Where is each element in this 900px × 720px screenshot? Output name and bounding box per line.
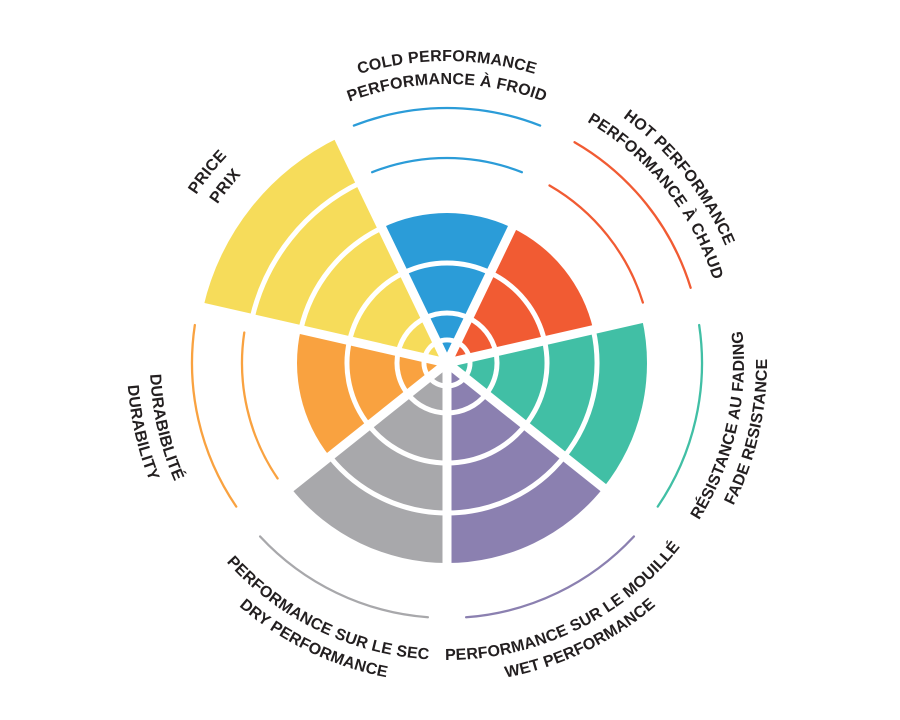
sector-divider-spoke (200, 302, 449, 368)
sector-divider-spoke (247, 359, 450, 524)
unfilled-ring-arc-hot-performance (573, 141, 692, 289)
unfilled-ring-arc-durability (190, 323, 238, 508)
sector-label-en-hot-performance: HOT PERFORMANCE (620, 107, 737, 248)
ring-separator-fade-resistance (523, 340, 550, 427)
ring-separator-hot-performance (489, 270, 547, 342)
unfilled-ring-arc-durability (240, 331, 279, 480)
sector-label-text-fr-cold-performance: PERFORMANCE À FROID (345, 71, 549, 105)
sector-divider-layer (200, 134, 694, 615)
unfilled-ring-arc-cold-performance (371, 156, 523, 174)
unfilled-ring-arc-fade-resistance (656, 323, 704, 508)
sector-wedge-price (203, 137, 447, 363)
sector-wedge-durability (297, 329, 447, 457)
sector-wedge-dry-performance (290, 363, 447, 563)
unfilled-ring-arc-wet-performance (464, 535, 636, 619)
unfilled-ring-arc-hot-performance (548, 184, 645, 304)
sector-divider-spoke (444, 359, 647, 524)
sector-wedge-wet-performance (447, 363, 604, 563)
sector-wedge-cold-performance (381, 212, 513, 363)
ring-separator-durability (344, 340, 371, 427)
sector-label-text-en-hot-performance: HOT PERFORMANCE (620, 107, 737, 248)
sector-divider-spoke (445, 302, 694, 368)
unfilled-ring-arc-dry-performance (258, 535, 430, 619)
sector-divider-spoke (333, 134, 452, 365)
sector-label-fr-cold-performance: PERFORMANCE À FROID (345, 71, 549, 105)
sector-divider-spoke (442, 134, 561, 365)
ring-separator-dry-performance (327, 454, 448, 516)
ring-separator-wet-performance (446, 423, 528, 466)
unfilled-ring-arc-cold-performance (352, 106, 542, 127)
ring-separator-price (249, 180, 362, 320)
ring-separator-wet-performance (446, 454, 567, 516)
ring-separator-cold-performance (402, 260, 492, 276)
ring-separator-fade-resistance (562, 329, 600, 459)
ring-separator-price (298, 225, 384, 331)
unfilled-ring-arcs-layer (190, 106, 704, 619)
ring-separator-dry-performance (366, 423, 448, 466)
ring-separator-price (347, 270, 405, 342)
